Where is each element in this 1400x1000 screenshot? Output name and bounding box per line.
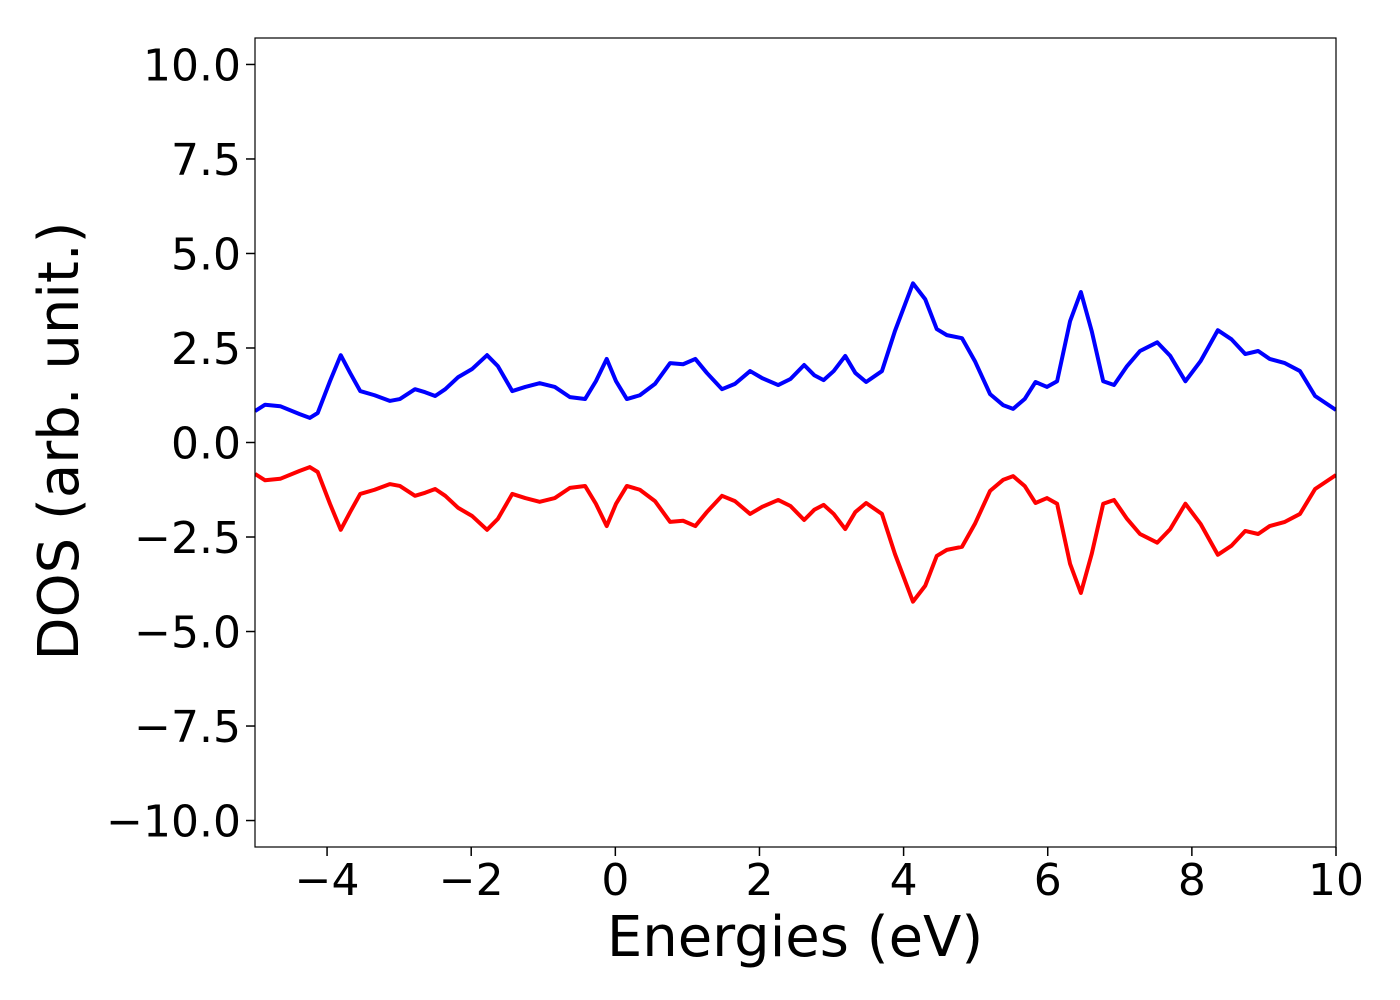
y-tick-label: −7.5	[134, 702, 241, 753]
line-series	[255, 465, 1336, 604]
y-axis-label: DOS (arb. unit.)	[27, 221, 92, 660]
y-tick-label: 0.0	[171, 419, 241, 470]
x-tick-label: −2	[439, 855, 504, 906]
y-tick-label: 5.0	[171, 229, 241, 280]
line-series	[255, 281, 1336, 420]
x-tick-label: 10	[1308, 855, 1364, 906]
y-tick-label: 7.5	[171, 135, 241, 186]
y-tick-label: −5.0	[134, 608, 241, 659]
y-tick-label: −10.0	[106, 797, 241, 848]
x-tick-label: 0	[601, 855, 629, 906]
x-tick-label: 4	[890, 855, 918, 906]
x-tick-label: −4	[295, 855, 360, 906]
plot-frame	[254, 37, 1337, 848]
x-tick-label: 6	[1034, 855, 1062, 906]
y-tick-label: 10.0	[143, 40, 241, 91]
x-tick-label: 2	[745, 855, 773, 906]
x-tick-label: 8	[1178, 855, 1206, 906]
x-axis-label: Energies (eV)	[607, 905, 983, 970]
y-tick-label: 2.5	[171, 324, 241, 375]
y-tick-label: −2.5	[134, 513, 241, 564]
